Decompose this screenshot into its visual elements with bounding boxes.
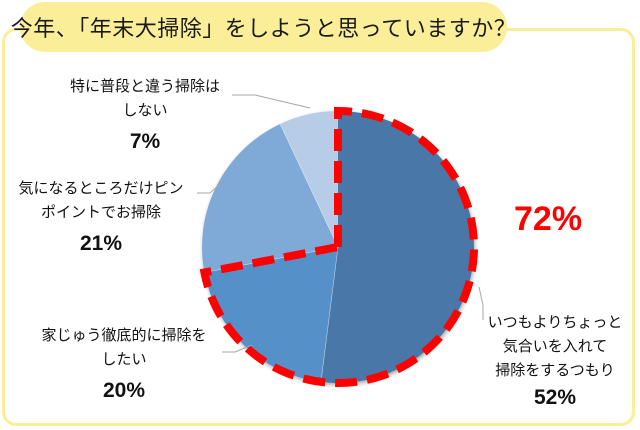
label-20-pct: 20% [102, 379, 146, 402]
leader-line-52 [478, 286, 484, 320]
slice-21 [202, 123, 338, 273]
label-21-pct: 21% [79, 232, 123, 255]
leader-line-7 [232, 94, 311, 109]
label-21-line2: ポイントでお掃除 [40, 203, 161, 221]
label-52-line3: 掃除をするつもり [495, 361, 615, 379]
label-slice-20: 家じゅう徹底的に掃除を したい 20% [24, 323, 224, 403]
label-7-line2: しない [122, 101, 168, 119]
label-21-line1: 気になるところだけピン [18, 179, 184, 197]
label-7-pct: 7% [129, 130, 161, 153]
leader-line-20 [222, 344, 253, 353]
slice-7 [280, 111, 338, 247]
label-slice-21: 気になるところだけピン ポイントでお掃除 21% [4, 176, 198, 256]
slice-52 [320, 111, 474, 383]
label-20-line2: したい [101, 350, 147, 368]
label-20-line1: 家じゅう徹底的に掃除を [41, 326, 207, 344]
leader-line-21 [197, 182, 222, 194]
label-52-line2: 気合いを入れて [502, 337, 608, 355]
callout-72-percent: 72% [514, 200, 583, 238]
highlight-72-outline [199, 106, 478, 387]
label-52-pct: 52% [533, 386, 577, 409]
label-slice-52: いつもよりちょっと 気合いを入れて 掃除をするつもり 52% [480, 310, 630, 410]
chart-title: 今年、「年末大掃除」をしようと思っていますか？ [11, 2, 516, 52]
label-7-line1: 特に普段と違う掃除は [69, 77, 220, 95]
label-slice-7: 特に普段と違う掃除は しない 7% [50, 74, 240, 154]
slice-20 [204, 247, 338, 382]
label-52-line1: いつもよりちょっと [487, 313, 623, 331]
